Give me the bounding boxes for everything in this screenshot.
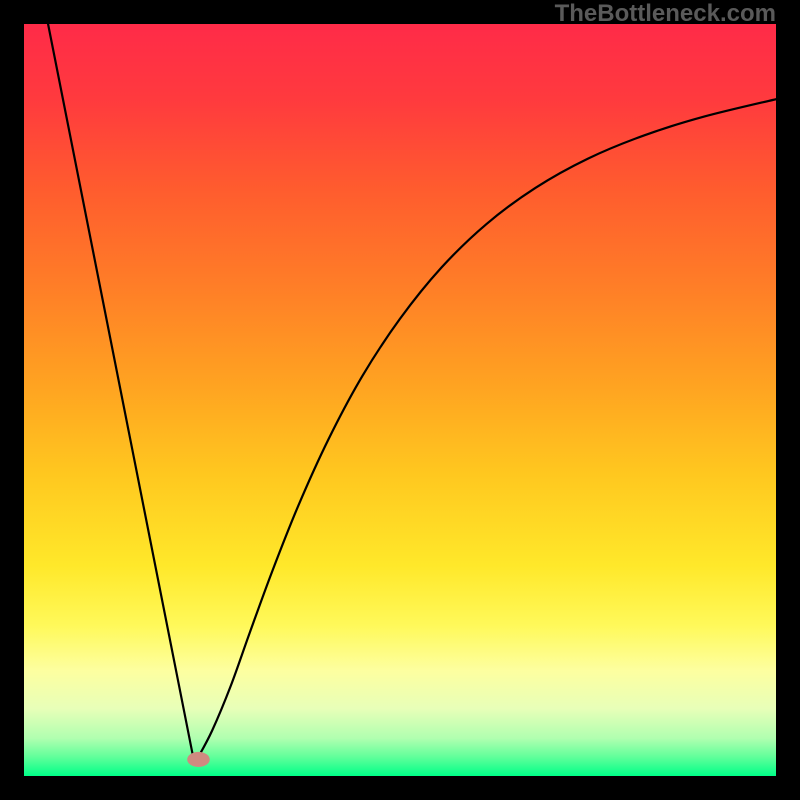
gradient-background [24,24,776,776]
plot-area [24,24,776,776]
minimum-marker [187,752,210,767]
bottleneck-chart [24,24,776,776]
frame-border-left [0,0,24,800]
frame-border-bottom [0,776,800,800]
frame-border-right [776,0,800,800]
watermark-text: TheBottleneck.com [555,0,776,28]
